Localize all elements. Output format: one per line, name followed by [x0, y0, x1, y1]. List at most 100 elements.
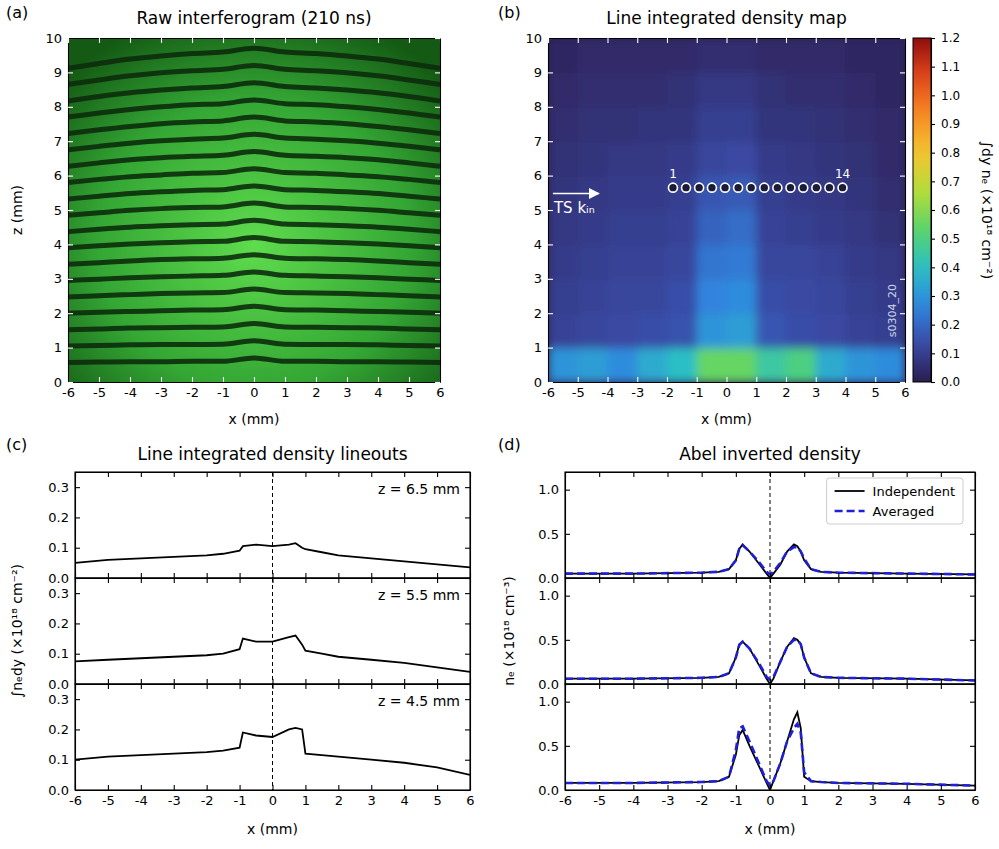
tick — [786, 38, 787, 43]
cell — [637, 72, 667, 107]
tick-label: -4 — [124, 385, 137, 400]
reference-line — [272, 578, 273, 684]
panel-label: (a) — [6, 3, 28, 22]
tick-mark — [75, 654, 80, 655]
tick: 0.9 — [931, 117, 960, 131]
tick: 0.2 — [48, 616, 80, 631]
tick-mark — [548, 244, 553, 245]
tick-mark — [702, 785, 703, 790]
tick-mark — [907, 578, 908, 583]
tick-mark — [900, 313, 905, 314]
fringe — [68, 48, 440, 68]
axis-line — [566, 790, 976, 791]
axis-line — [470, 685, 471, 791]
axis: 0.00.51.0 — [538, 579, 570, 692]
tick-mark — [816, 377, 817, 382]
cell — [727, 210, 757, 245]
title: Abel inverted density — [679, 444, 861, 464]
cell — [548, 244, 578, 279]
cell — [667, 72, 697, 107]
tick-mark — [141, 573, 142, 578]
cell — [637, 107, 667, 142]
tick-mark — [108, 573, 109, 578]
tick — [770, 684, 771, 689]
tick-mark — [578, 377, 579, 382]
tick-mark — [161, 38, 162, 43]
tick-mark — [75, 699, 80, 700]
tick — [770, 573, 771, 578]
tick: 5 — [872, 377, 880, 400]
axis — [435, 39, 441, 383]
cell — [667, 107, 697, 142]
tick: -3 — [155, 377, 168, 400]
tick-mark — [75, 472, 76, 477]
fringe — [68, 220, 440, 231]
tick-label: -5 — [102, 793, 115, 808]
tick: 1 — [801, 785, 809, 808]
tick-label: -2 — [661, 385, 674, 400]
tick — [338, 679, 339, 684]
panel-label: (d) — [498, 435, 521, 454]
tick-label: 3 — [368, 793, 376, 808]
reference-line — [770, 684, 771, 790]
tick-label: 0 — [723, 385, 731, 400]
tick — [305, 578, 306, 583]
tick: 1 — [534, 340, 553, 355]
tick-mark — [435, 210, 440, 211]
tick-mark — [409, 377, 410, 382]
ts-point — [721, 183, 730, 192]
tick — [770, 578, 771, 583]
tick-mark — [941, 785, 942, 790]
tick — [435, 382, 440, 383]
tick-mark — [637, 38, 638, 43]
tick-label: 6 — [534, 168, 542, 183]
fringe — [68, 272, 440, 281]
tick — [838, 684, 839, 689]
tick — [273, 679, 274, 684]
ts-point — [707, 183, 716, 192]
tick-label: 0.9 — [941, 117, 960, 131]
tick — [838, 679, 839, 684]
tick: 3 — [368, 785, 376, 808]
cell — [816, 313, 846, 348]
tick-mark — [68, 38, 69, 43]
tick-mark — [437, 472, 438, 477]
cell — [756, 279, 786, 314]
y-axis-title: nₑ (×10¹⁸ cm⁻³) — [501, 576, 517, 686]
tick-mark — [548, 72, 553, 73]
tick — [633, 684, 634, 689]
tick-mark — [192, 38, 193, 43]
ts-point — [695, 183, 704, 192]
cell — [846, 279, 876, 314]
tick — [873, 578, 874, 583]
axis-line — [470, 473, 471, 579]
tick-label: -6 — [62, 385, 75, 400]
tick-mark — [697, 38, 698, 43]
tick-mark — [305, 472, 306, 477]
tick-mark — [633, 573, 634, 578]
fringe — [68, 289, 440, 297]
tick-mark — [816, 38, 817, 43]
tick-mark — [667, 377, 668, 382]
fringe — [68, 100, 440, 117]
tick — [161, 38, 162, 43]
cell — [786, 244, 816, 279]
tick — [465, 517, 470, 518]
tick-label: -3 — [155, 385, 168, 400]
tick — [770, 472, 771, 477]
cell — [727, 313, 757, 348]
tick-mark — [804, 472, 805, 477]
tick-label: 10 — [525, 31, 542, 46]
tick-label: 0.2 — [941, 318, 960, 332]
axis — [970, 473, 976, 579]
tick — [371, 679, 372, 684]
tick-mark — [130, 377, 131, 382]
ts-point — [734, 183, 743, 192]
tick-mark — [548, 382, 553, 383]
tick-label: 2 — [782, 385, 790, 400]
tick-mark — [371, 472, 372, 477]
fringe — [68, 117, 440, 134]
series-line — [565, 545, 975, 574]
tick-mark — [565, 640, 570, 641]
tick: 1.2 — [931, 31, 960, 45]
